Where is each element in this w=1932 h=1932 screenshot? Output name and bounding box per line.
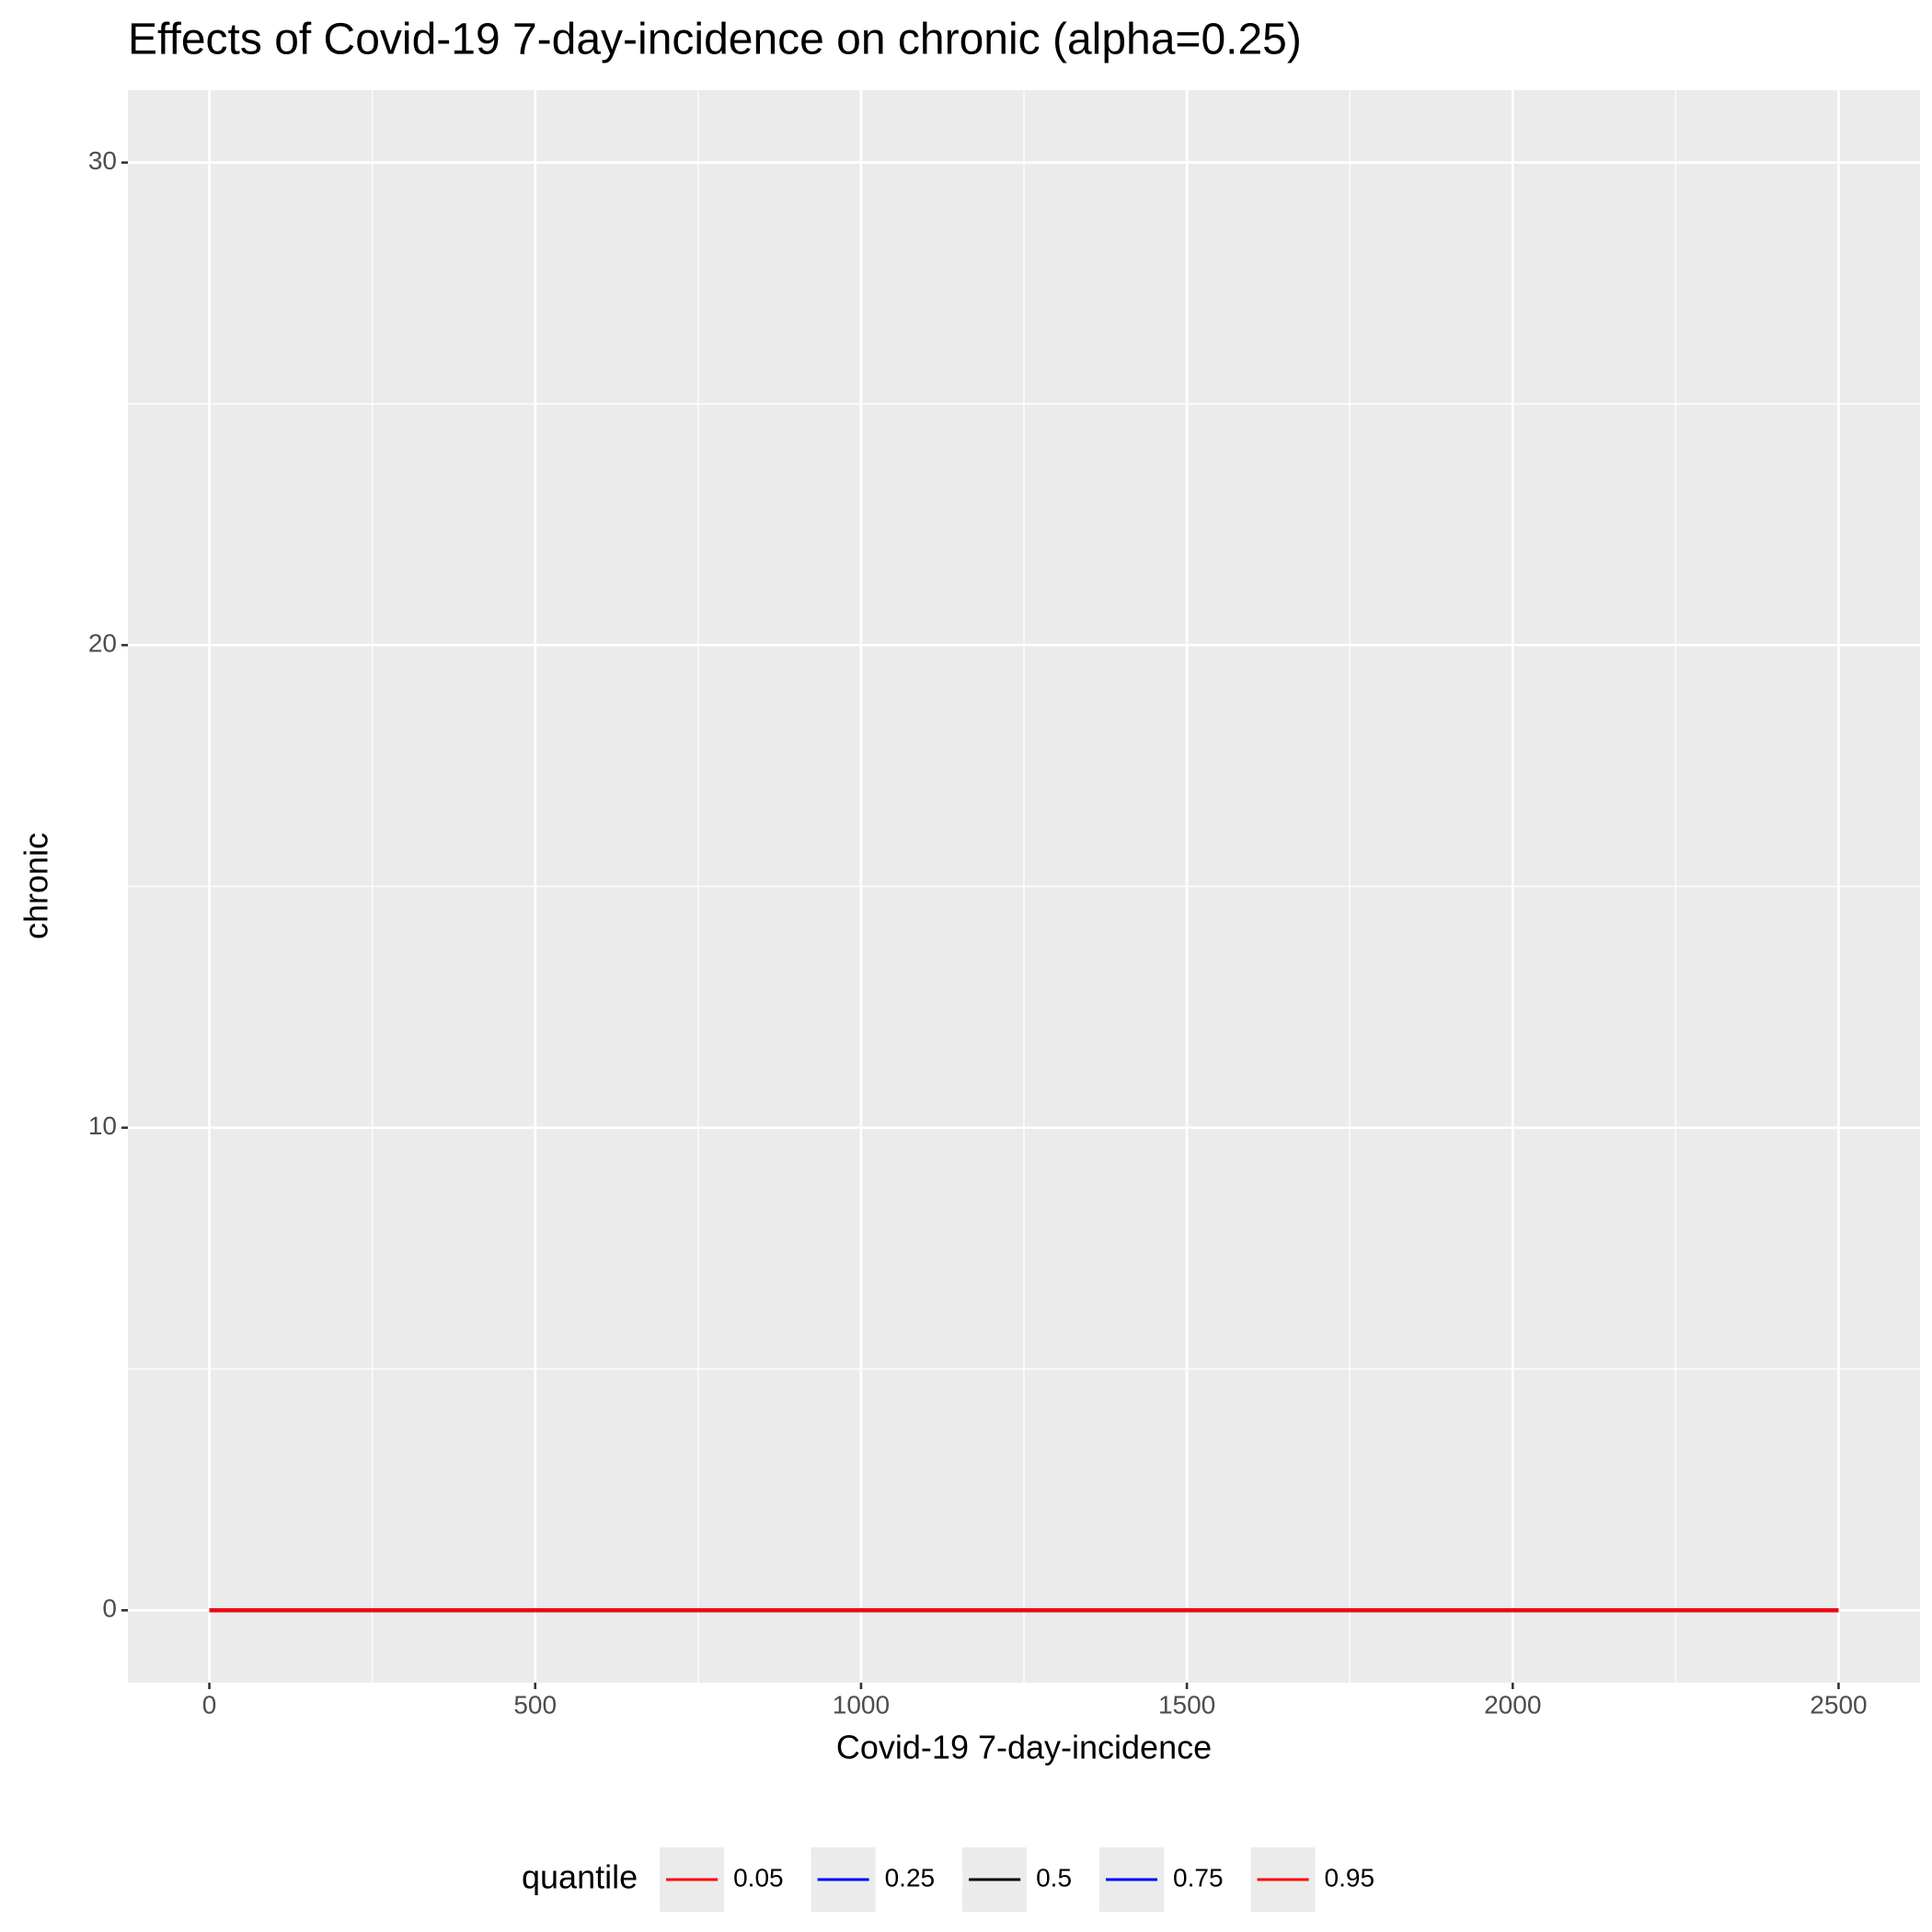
y-axis-title: chronic (17, 833, 55, 939)
x-tick-label: 1000 (833, 1690, 890, 1719)
chart-title: Effects of Covid-19 7-day-incidence on c… (128, 16, 1302, 64)
x-tick-label: 0 (202, 1690, 217, 1719)
y-tick-label: 30 (88, 146, 117, 175)
x-tick-label: 2500 (1810, 1690, 1867, 1719)
x-tick-label: 2000 (1484, 1690, 1541, 1719)
legend-label: 0.75 (1173, 1863, 1224, 1892)
y-tick-label: 20 (88, 629, 117, 658)
x-tick-label: 500 (513, 1690, 557, 1719)
legend-label: 0.5 (1036, 1863, 1072, 1892)
legend-title: quantile (522, 1858, 638, 1896)
x-tick-label: 1500 (1158, 1690, 1215, 1719)
y-tick-label: 0 (102, 1594, 117, 1623)
legend-label: 0.95 (1325, 1863, 1375, 1892)
legend-label: 0.25 (885, 1863, 936, 1892)
legend-label: 0.05 (733, 1863, 784, 1892)
y-tick-label: 10 (88, 1111, 117, 1140)
x-axis-title: Covid-19 7-day-incidence (836, 1729, 1212, 1766)
